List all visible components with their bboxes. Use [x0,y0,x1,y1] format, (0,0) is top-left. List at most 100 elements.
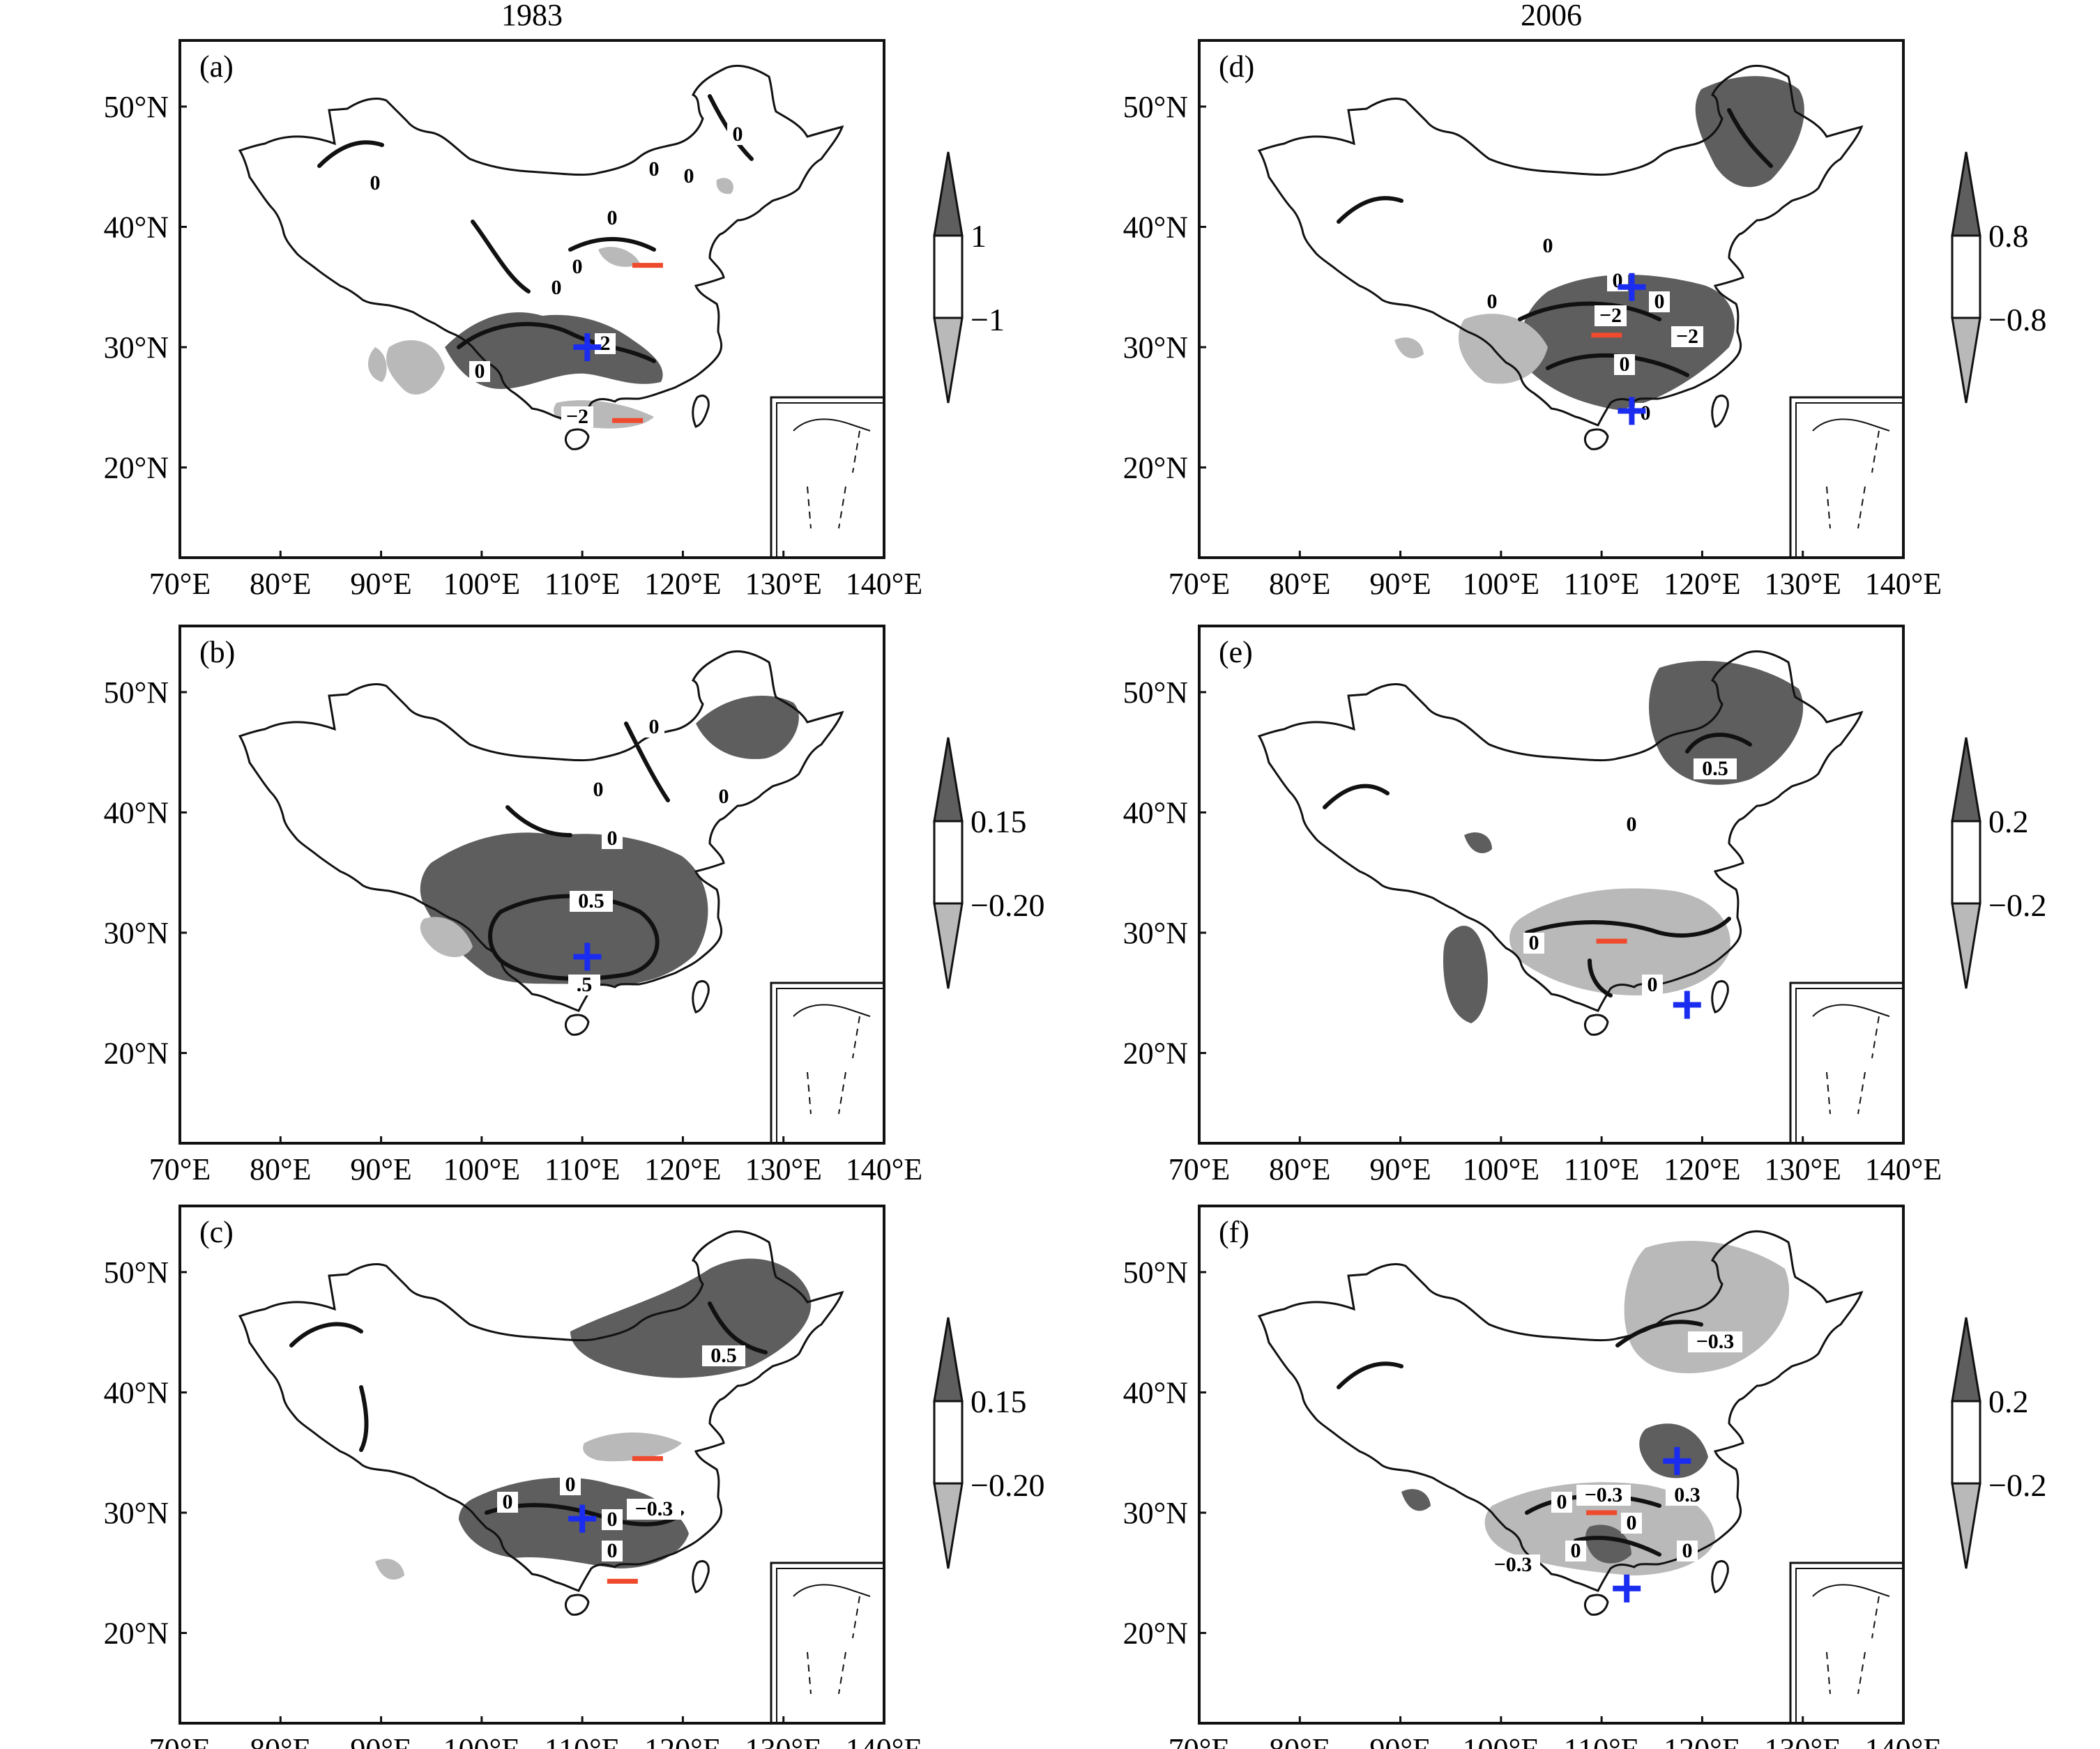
shaded-region [375,1559,404,1580]
shaded-region [1401,1489,1431,1511]
positive-center-marker [1673,991,1701,1019]
x-tick-label: 100°E [443,567,520,601]
x-tick-label: 110°E [1564,567,1640,601]
y-tick-label: 30°N [1123,1496,1188,1530]
contour-line [1337,196,1403,224]
shaded-region [1464,832,1492,853]
y-tick-label: 40°N [1123,1375,1188,1410]
svg-text:0: 0 [1529,931,1539,954]
x-tick-label: 70°E [149,1732,211,1749]
south-china-sea-inset [1789,396,1903,558]
x-tick-label: 90°E [350,567,411,601]
panel-label: (b) [199,635,235,669]
svg-text:0: 0 [1648,973,1658,996]
panel-label: (e) [1219,635,1253,669]
colorbar-upper-label: 0.2 [1988,804,2029,839]
y-tick-label: 20°N [1123,1037,1188,1071]
x-tick-label: 130°E [745,567,821,601]
x-tick-label: 80°E [1269,1732,1330,1749]
contour-label: 0 [1523,931,1544,954]
x-tick-label: 130°E [1764,1152,1841,1186]
x-tick-label: 80°E [250,1732,311,1749]
colorbar-lower-label: −0.8 [1988,302,2046,337]
colorbar: 1 −1 [933,151,1005,404]
svg-text:0: 0 [607,827,618,850]
svg-text:0: 0 [370,171,381,194]
x-tick-label: 120°E [1664,567,1740,601]
contour-line [359,1385,369,1452]
shaded-region [598,247,640,267]
colorbar-upper-label: 1 [971,218,987,254]
shaded-region [1520,275,1735,410]
positive-center-marker [1618,273,1646,301]
shaded-region [1394,337,1424,358]
shaded-region [367,347,387,382]
contour-label: 0 [713,785,734,808]
x-tick-label: 110°E [545,1152,621,1186]
svg-text:0: 0 [607,206,618,229]
y-tick-label: 20°N [1123,451,1188,485]
panel-label: (d) [1219,49,1254,84]
x-tick-label: 100°E [1463,567,1539,601]
svg-text:0: 0 [593,778,604,801]
panel-label: (c) [199,1215,234,1249]
contour-line [317,140,384,168]
svg-text:−2: −2 [1599,304,1622,327]
y-tick-label: 50°N [1123,90,1188,124]
shaded-region [1695,76,1804,188]
colorbar-lower-label: −0.20 [971,887,1044,923]
contour-line [1323,784,1390,809]
shaded-region [1458,314,1548,384]
contour-label: −0.3 [627,1497,681,1520]
shaded-region [386,340,445,395]
south-china-sea-inset [770,1561,884,1723]
panel-label: (a) [199,49,234,84]
colorbar-upper-label: 0.15 [971,1384,1027,1419]
svg-text:0: 0 [1571,1539,1581,1562]
y-tick-label: 20°N [104,1617,169,1651]
colorbar-upper-label: 0.8 [1988,218,2029,254]
x-tick-label: 140°E [1865,1152,1942,1186]
contour-label: −0.3 [1688,1330,1742,1353]
svg-text:0: 0 [1557,1490,1567,1513]
x-tick-label: 80°E [1269,1152,1330,1186]
south-china-sea-inset [1789,982,1903,1143]
y-tick-label: 30°N [1123,916,1188,950]
contour-line [1685,733,1752,754]
contour-label: −2 [1671,325,1703,348]
contour-line [708,1301,768,1354]
contour-label: 0.5 [702,1344,745,1367]
x-tick-label: 70°E [1169,567,1230,601]
y-tick-label: 40°N [104,1375,169,1410]
contour-label: 0 [588,778,609,801]
contour-label: 0.5 [570,889,613,912]
svg-text:−2: −2 [1676,325,1698,348]
map-frame [1198,625,1905,1145]
contour-line [568,237,656,252]
colorbar-lower-label: −0.2 [1988,1467,2046,1503]
south-china-sea-inset [770,982,884,1143]
contour-line [1615,1320,1703,1347]
contour-line [1337,1361,1403,1389]
svg-text:0.5: 0.5 [710,1344,737,1367]
svg-text:0: 0 [565,1473,576,1496]
contour-label: 0 [644,158,664,181]
y-tick-label: 40°N [1123,795,1188,830]
map-frame [1198,39,1905,559]
column-title: 2006 [1521,0,1582,32]
colorbar-upper-label: 0.2 [1988,1384,2029,1419]
y-tick-label: 30°N [104,1496,169,1530]
y-tick-label: 30°N [104,330,169,365]
contour-line [1518,301,1661,321]
map-frame [1198,1205,1905,1725]
contour-label: 0 [727,123,748,146]
contour-label: −2 [561,405,593,428]
x-tick-label: 120°E [644,1152,721,1186]
x-tick-label: 80°E [250,567,311,601]
colorbar-lower-label: −0.2 [1988,887,2046,923]
x-tick-label: 130°E [1764,567,1841,601]
svg-text:0: 0 [503,1490,513,1513]
svg-text:−2: −2 [566,405,588,428]
x-tick-label: 110°E [1564,1152,1640,1186]
